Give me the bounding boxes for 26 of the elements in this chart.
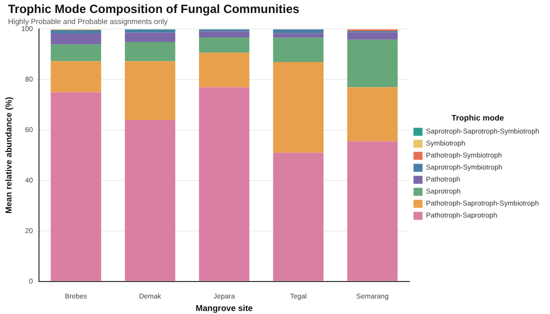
bar bbox=[50, 61, 102, 92]
bar bbox=[273, 33, 324, 38]
bar bbox=[347, 141, 398, 281]
x-axis-title: Mangrove site bbox=[196, 303, 254, 314]
bar bbox=[347, 32, 398, 40]
legend-title: Trophic mode bbox=[452, 113, 505, 122]
bar bbox=[50, 33, 102, 44]
bar bbox=[273, 38, 324, 62]
bar bbox=[273, 152, 324, 281]
bar bbox=[198, 87, 250, 281]
bar bbox=[50, 44, 102, 62]
chart-title: Trophic Mode Composition of Fungal Communities bbox=[8, 2, 300, 16]
y-axis-title: Mean relative abundance (%) bbox=[3, 96, 14, 214]
bar bbox=[198, 31, 250, 38]
bar bbox=[124, 61, 176, 120]
bar bbox=[273, 62, 324, 153]
bar bbox=[198, 38, 250, 53]
bar bbox=[50, 92, 102, 281]
bar bbox=[198, 52, 250, 88]
bar bbox=[124, 32, 176, 42]
bar bbox=[347, 40, 398, 88]
bar bbox=[124, 30, 176, 33]
bar bbox=[347, 87, 398, 142]
bar bbox=[124, 120, 176, 281]
bar bbox=[50, 30, 102, 34]
bar bbox=[124, 42, 176, 62]
